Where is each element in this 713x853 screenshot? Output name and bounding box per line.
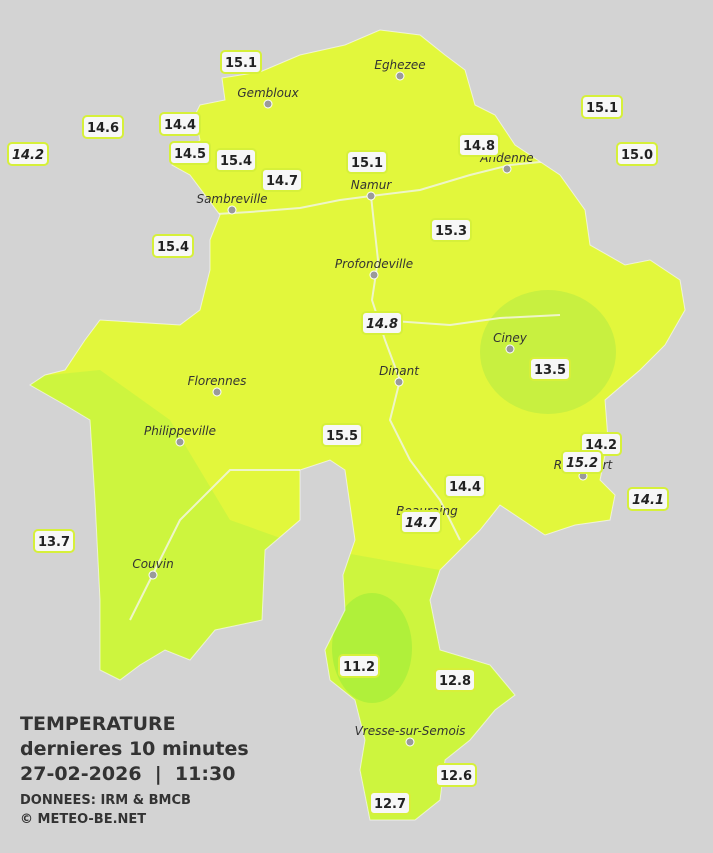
station-temp: 14.6 bbox=[87, 121, 119, 136]
station-temp: 14.8 bbox=[366, 317, 398, 332]
city-name: Eghezee bbox=[374, 58, 425, 72]
station-temp: 15.2 bbox=[566, 456, 598, 471]
station-temp: 14.7 bbox=[266, 174, 298, 189]
station-box bbox=[159, 112, 201, 136]
station-temp: 12.7 bbox=[374, 797, 406, 812]
station-temp: 15.1 bbox=[225, 56, 257, 71]
city-name: Sambreville bbox=[196, 192, 267, 206]
station-temp: 12.8 bbox=[439, 674, 471, 689]
station-box bbox=[581, 95, 623, 119]
station-box bbox=[369, 791, 411, 815]
station-box bbox=[561, 450, 603, 474]
zone-cold bbox=[332, 593, 412, 703]
city-name: Profondeville bbox=[335, 257, 413, 271]
station-temp: 15.4 bbox=[157, 240, 189, 255]
city-dot bbox=[148, 570, 158, 580]
station-temp: 14.4 bbox=[164, 118, 196, 133]
station-box bbox=[220, 50, 262, 74]
station-temp: 14.4 bbox=[449, 480, 481, 495]
station-box bbox=[434, 668, 476, 692]
legend-source: DONNEES: IRM & BMCB bbox=[20, 793, 191, 808]
station-box bbox=[346, 150, 388, 174]
station-temp: 15.1 bbox=[586, 101, 618, 116]
city-name: Namur bbox=[351, 178, 393, 192]
station-box bbox=[82, 115, 124, 139]
station-temp: 11.2 bbox=[343, 660, 375, 675]
city-dot bbox=[505, 344, 515, 354]
station-temp: 14.2 bbox=[12, 148, 44, 163]
city-name: Couvin bbox=[132, 557, 173, 571]
station-box bbox=[152, 234, 194, 258]
city-name: Philippeville bbox=[144, 424, 216, 438]
station-temp: 15.3 bbox=[435, 224, 467, 239]
station-box bbox=[261, 168, 303, 192]
legend-copyright: © METEO-BE.NET bbox=[20, 812, 146, 827]
city-name: Florennes bbox=[188, 374, 247, 388]
station-box bbox=[215, 148, 257, 172]
station-temp: 15.4 bbox=[220, 154, 252, 169]
city-dot bbox=[366, 191, 376, 201]
station-temp: 14.5 bbox=[174, 147, 206, 162]
station-temp: 13.7 bbox=[38, 535, 70, 550]
legend: TEMPERATURE dernieres 10 minutes 27-02-2… bbox=[20, 713, 249, 827]
city-dot bbox=[175, 437, 185, 447]
city-dot bbox=[263, 99, 273, 109]
station-temp: 14.8 bbox=[463, 139, 495, 154]
station-box bbox=[458, 133, 500, 157]
station-temp: 14.1 bbox=[632, 493, 664, 508]
station-box bbox=[627, 487, 669, 511]
station-temp: 12.6 bbox=[440, 769, 472, 784]
legend-subtitle: dernieres 10 minutes bbox=[20, 738, 249, 760]
station-box bbox=[444, 474, 486, 498]
station-box bbox=[430, 218, 472, 242]
station-box bbox=[400, 510, 442, 534]
city-dot bbox=[369, 270, 379, 280]
legend-timestamp: 27-02-2026 | 11:30 bbox=[20, 763, 235, 785]
station-box bbox=[7, 142, 49, 166]
city-dot bbox=[405, 737, 415, 747]
station-temp: 14.2 bbox=[585, 438, 617, 453]
city-name: Dinant bbox=[379, 364, 420, 378]
city-dot bbox=[502, 164, 512, 174]
station-box bbox=[435, 763, 477, 787]
city-name: Gembloux bbox=[237, 86, 299, 100]
station-box bbox=[338, 654, 380, 678]
station-box bbox=[361, 311, 403, 335]
city-name: Vresse-sur-Semois bbox=[355, 724, 466, 738]
station-temp: 15.5 bbox=[326, 429, 358, 444]
station-temp: 15.1 bbox=[351, 156, 383, 171]
city-dot bbox=[227, 205, 237, 215]
legend-title: TEMPERATURE bbox=[20, 713, 176, 735]
station-temp: 14.7 bbox=[405, 516, 438, 531]
city-dot bbox=[394, 377, 404, 387]
station-box bbox=[169, 141, 211, 165]
city-dot bbox=[212, 387, 222, 397]
city-dot bbox=[395, 71, 405, 81]
city-name: Ciney bbox=[493, 331, 528, 345]
station-box bbox=[33, 529, 75, 553]
zone-cool bbox=[480, 290, 616, 414]
station-box bbox=[529, 357, 571, 381]
station-box bbox=[616, 142, 658, 166]
station-temp: 13.5 bbox=[534, 363, 566, 378]
station-box bbox=[321, 423, 363, 447]
station-temp: 15.0 bbox=[621, 148, 653, 163]
